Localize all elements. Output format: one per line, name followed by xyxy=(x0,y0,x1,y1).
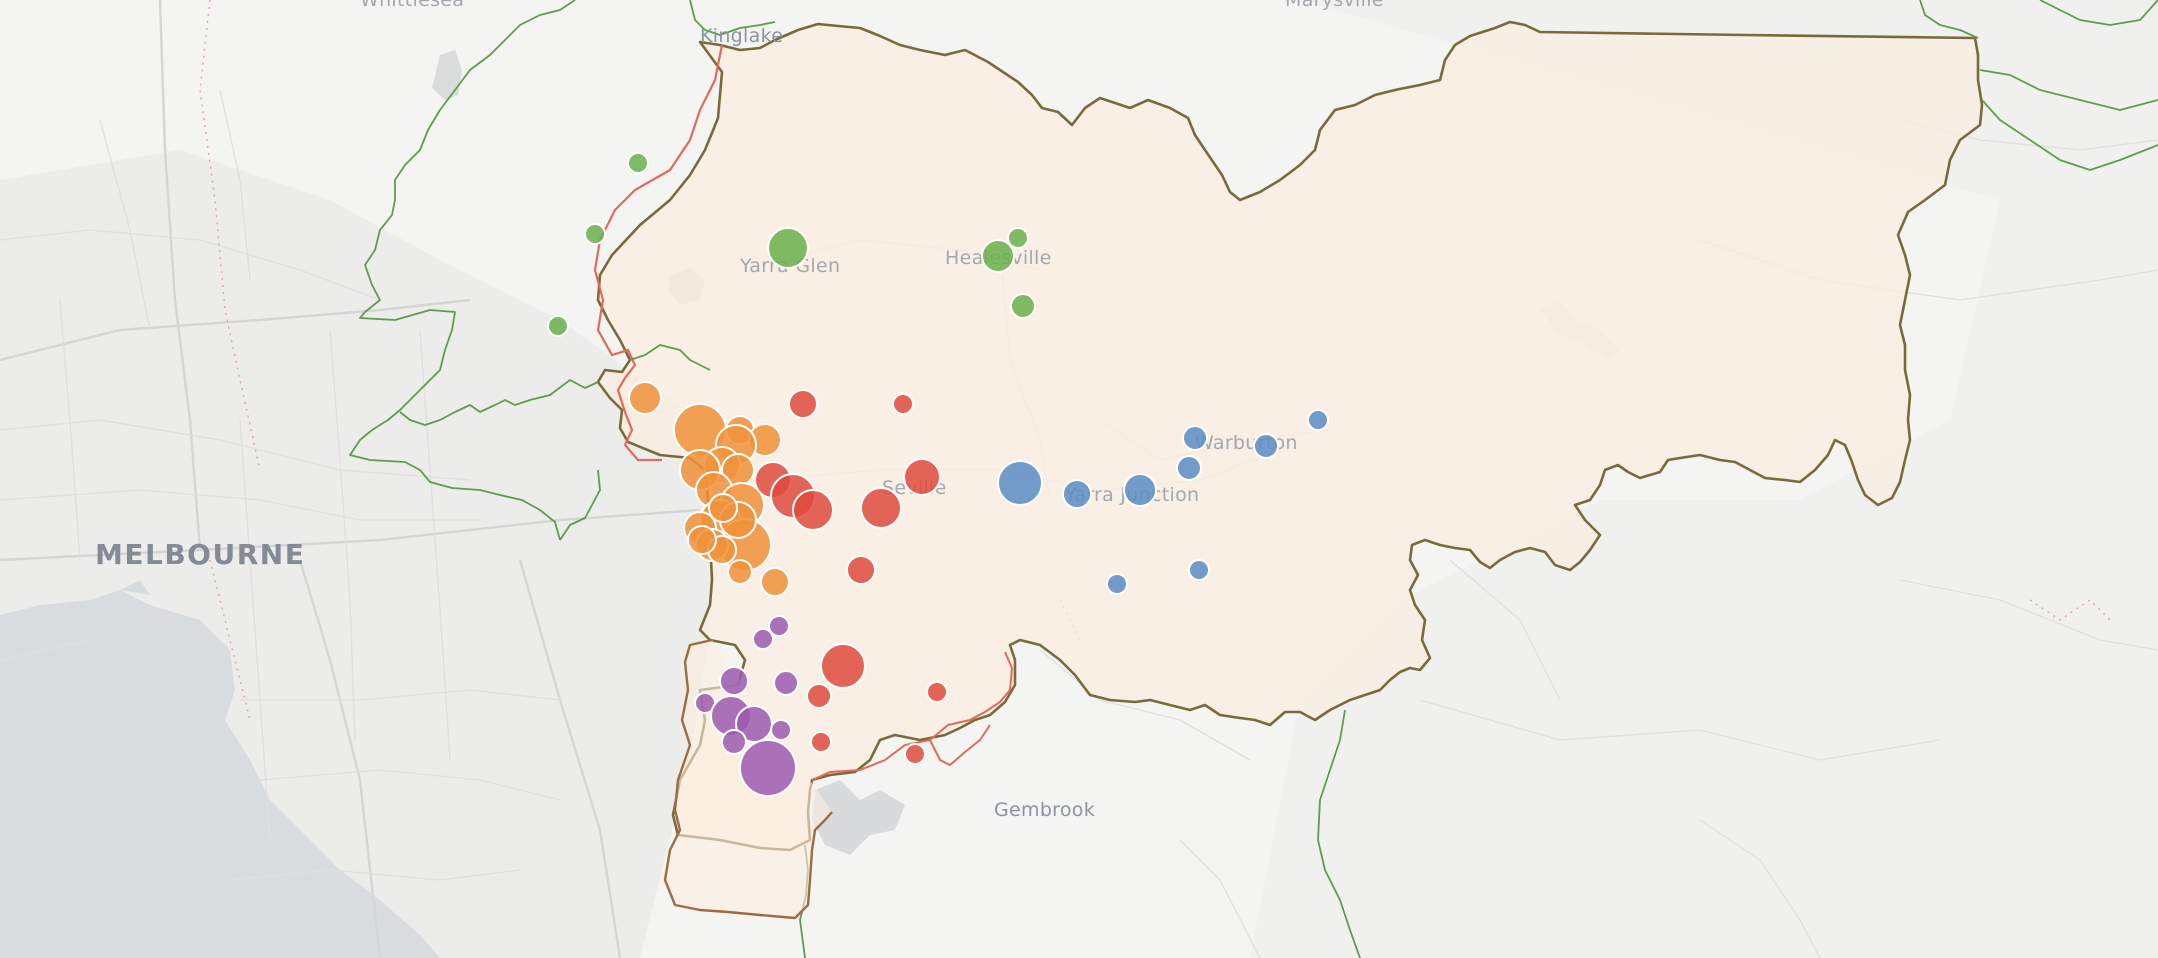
boundary-green-lines xyxy=(349,0,2158,958)
reservoir-north xyxy=(432,50,462,100)
bubble-marker-green[interactable] xyxy=(1007,227,1029,249)
bubble-marker-orange[interactable] xyxy=(687,525,717,555)
bubble-marker-orange[interactable] xyxy=(760,567,790,597)
bubble-marker-blue[interactable] xyxy=(1182,425,1208,451)
bubble-marker-blue[interactable] xyxy=(997,460,1043,506)
bubble-marker-orange[interactable] xyxy=(727,559,753,585)
bubble-marker-red[interactable] xyxy=(810,731,832,753)
bubble-marker-red[interactable] xyxy=(820,643,866,689)
bubble-marker-red[interactable] xyxy=(846,555,876,585)
bubble-marker-purple[interactable] xyxy=(719,666,749,696)
bubble-marker-green[interactable] xyxy=(981,239,1015,273)
bubble-marker-blue[interactable] xyxy=(1188,559,1210,581)
bubble-marker-blue[interactable] xyxy=(1123,473,1157,507)
bubble-marker-green[interactable] xyxy=(627,152,649,174)
label-kinglake: Kinglake xyxy=(700,25,783,47)
bubble-marker-red[interactable] xyxy=(806,683,832,709)
label-marysville: Marysville xyxy=(1285,0,1384,11)
reservoir-cardinia xyxy=(812,780,905,855)
bubble-marker-purple[interactable] xyxy=(770,719,792,741)
label-whittlesea: Whittlesea xyxy=(360,0,464,11)
bubble-marker-purple[interactable] xyxy=(739,739,797,797)
bubble-marker-green[interactable] xyxy=(1010,293,1036,319)
bubble-marker-red[interactable] xyxy=(860,487,902,529)
bubble-marker-orange[interactable] xyxy=(628,381,662,415)
bubble-marker-green[interactable] xyxy=(584,223,606,245)
boundary-red-west xyxy=(593,44,724,462)
bubble-marker-purple[interactable] xyxy=(768,615,790,637)
bubble-marker-red[interactable] xyxy=(903,458,941,496)
bubble-marker-blue[interactable] xyxy=(1062,479,1092,509)
bubble-marker-blue[interactable] xyxy=(1253,433,1279,459)
bubble-marker-green[interactable] xyxy=(547,315,569,337)
bubble-marker-orange[interactable] xyxy=(708,493,738,523)
bubble-marker-red[interactable] xyxy=(792,489,834,531)
bubble-marker-red[interactable] xyxy=(892,393,914,415)
bubble-marker-purple[interactable] xyxy=(773,670,799,696)
bay-inlet xyxy=(120,580,150,595)
label-gembrook: Gembrook xyxy=(994,799,1095,821)
boundary-red-southeast xyxy=(929,724,991,767)
label-warburton: Warburton xyxy=(1195,432,1298,454)
bubble-marker-blue[interactable] xyxy=(1106,573,1128,595)
label-melbourne: MELBOURNE xyxy=(95,538,305,571)
bubble-layer xyxy=(547,152,1329,797)
bubble-marker-blue[interactable] xyxy=(1176,455,1202,481)
boundary-red-south xyxy=(811,651,1014,781)
bubble-marker-red[interactable] xyxy=(788,389,818,419)
port-phillip-bay xyxy=(0,590,440,958)
bubble-marker-red[interactable] xyxy=(926,681,948,703)
bubble-marker-blue[interactable] xyxy=(1307,409,1329,431)
bubble-marker-red[interactable] xyxy=(904,743,926,765)
bubble-marker-purple[interactable] xyxy=(721,729,747,755)
bubble-marker-purple[interactable] xyxy=(752,628,774,650)
mountain-shading xyxy=(1250,0,2158,958)
bubble-marker-green[interactable] xyxy=(767,227,809,269)
